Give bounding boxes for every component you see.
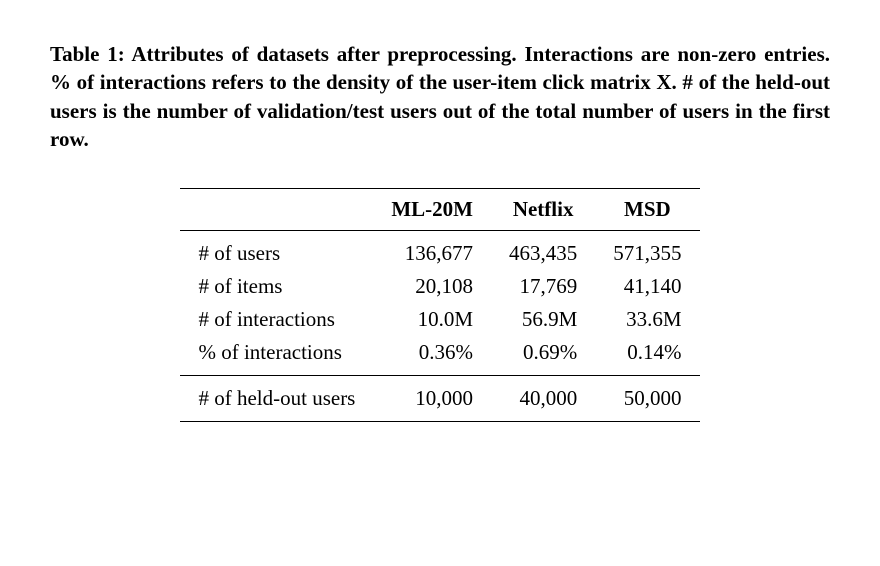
cell-value: 10,000: [373, 376, 491, 422]
cell-value: 136,677: [373, 231, 491, 271]
table-row: % of interactions 0.36% 0.69% 0.14%: [180, 336, 699, 376]
row-label: # of interactions: [180, 303, 373, 336]
cell-value: 50,000: [595, 376, 699, 422]
header-netflix: Netflix: [491, 189, 595, 231]
table-row: # of items 20,108 17,769 41,140: [180, 270, 699, 303]
cell-value: 40,000: [491, 376, 595, 422]
row-label: % of interactions: [180, 336, 373, 376]
cell-value: 20,108: [373, 270, 491, 303]
table-container: ML-20M Netflix MSD # of users 136,677 46…: [50, 188, 830, 422]
cell-value: 33.6M: [595, 303, 699, 336]
cell-value: 41,140: [595, 270, 699, 303]
row-label: # of held-out users: [180, 376, 373, 422]
cell-value: 0.69%: [491, 336, 595, 376]
table-header-row: ML-20M Netflix MSD: [180, 189, 699, 231]
table-caption: Table 1: Attributes of datasets after pr…: [50, 40, 830, 153]
row-label: # of users: [180, 231, 373, 271]
cell-value: 571,355: [595, 231, 699, 271]
table-row: # of held-out users 10,000 40,000 50,000: [180, 376, 699, 422]
header-ml20m: ML-20M: [373, 189, 491, 231]
cell-value: 463,435: [491, 231, 595, 271]
header-empty: [180, 189, 373, 231]
cell-value: 10.0M: [373, 303, 491, 336]
data-table: ML-20M Netflix MSD # of users 136,677 46…: [180, 188, 699, 422]
cell-value: 0.14%: [595, 336, 699, 376]
table-row: # of users 136,677 463,435 571,355: [180, 231, 699, 271]
row-label: # of items: [180, 270, 373, 303]
cell-value: 0.36%: [373, 336, 491, 376]
cell-value: 56.9M: [491, 303, 595, 336]
table-row: # of interactions 10.0M 56.9M 33.6M: [180, 303, 699, 336]
cell-value: 17,769: [491, 270, 595, 303]
header-msd: MSD: [595, 189, 699, 231]
